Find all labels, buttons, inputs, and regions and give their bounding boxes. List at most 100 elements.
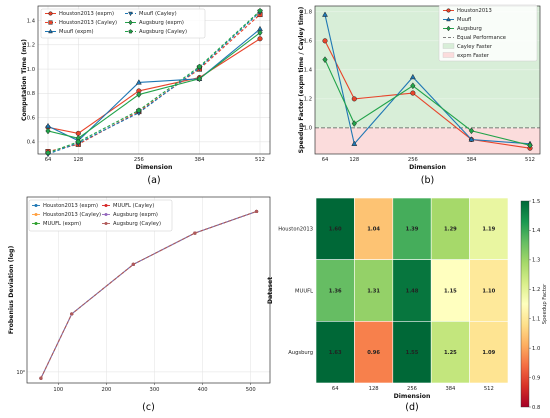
legend-box	[438, 4, 538, 62]
heatmap-cell	[469, 197, 509, 260]
y-axis-label: Computation Time (ms)	[21, 39, 28, 121]
cell-value-label: 1.60	[329, 227, 342, 233]
series-line	[40, 211, 257, 379]
data-point	[45, 127, 51, 135]
x-axis-label: Dimension	[409, 164, 446, 171]
series-group	[39, 209, 259, 380]
cell-value-label: 1.04	[367, 227, 380, 233]
y-tick-label: 1.0	[304, 126, 312, 132]
column-label: 384	[445, 386, 456, 392]
data-point	[351, 96, 357, 102]
data-point	[136, 107, 142, 113]
series-line	[47, 11, 261, 155]
legend-marker	[48, 28, 53, 34]
series-line	[47, 28, 261, 142]
legend-label: Houston2013 (Cayley)	[59, 20, 117, 26]
x-tick-label: 384	[466, 157, 477, 163]
series-group	[45, 8, 263, 156]
legend-label: Houston2013	[457, 8, 492, 14]
legend-label: Equal Performance	[457, 35, 506, 41]
legend-swatch	[442, 43, 455, 49]
y-tick-label: 1.0	[27, 67, 35, 73]
y-tick-label: 1.4	[27, 18, 36, 24]
data-point	[193, 231, 197, 235]
y-tick-label: 1.2	[27, 43, 35, 49]
cell-value-label: 1.36	[329, 288, 342, 294]
legend-label: Muufl (expm)	[59, 29, 94, 35]
legend-label: Augsburg	[457, 26, 482, 32]
cell-value-label: 0.96	[367, 350, 380, 356]
data-point	[322, 11, 328, 17]
colorbar-tick-label: 1.3	[532, 258, 540, 264]
data-point	[409, 73, 416, 80]
legend-marker	[128, 29, 133, 34]
cell-value-label: 1.31	[367, 288, 380, 294]
legend-label: Muufl (Cayley)	[139, 11, 177, 17]
legend-box	[28, 199, 173, 232]
colorbar-tick-label: 0.8	[532, 405, 540, 411]
panel-caption: (d)	[405, 402, 418, 413]
expm-faster-region	[315, 127, 540, 154]
cell-value-label: 1.63	[329, 350, 342, 356]
data-point	[410, 90, 416, 96]
series-line	[40, 211, 257, 379]
heatmap-cell	[315, 259, 355, 322]
y-tick-label: 1.2	[304, 97, 312, 103]
y-tick-label: 10⁰	[16, 370, 25, 376]
heatmap-cell	[430, 259, 470, 322]
cell-value-label: 1.48	[406, 288, 419, 294]
legend-marker	[104, 204, 108, 207]
y-tick-label: 0.4	[27, 140, 36, 146]
colorbar-tick-label: 1.4	[532, 228, 541, 234]
x-tick-label: 300	[150, 387, 160, 393]
x-axis-label: Dimension	[136, 164, 173, 171]
series-line	[47, 32, 261, 139]
series-group	[39, 209, 259, 380]
legend-label: MUUFL (expm)	[43, 221, 81, 227]
data-point	[39, 376, 43, 380]
data-point	[468, 136, 475, 142]
series-group	[39, 209, 259, 380]
series-line	[40, 211, 257, 379]
x-tick-label: 500	[246, 387, 256, 393]
data-point	[257, 36, 263, 42]
series-group	[322, 56, 533, 149]
series-group	[45, 29, 263, 142]
heatmap-cell	[430, 321, 470, 384]
legend-marker	[128, 19, 133, 26]
legend-label: Houston2013 (Cayley)	[43, 212, 101, 218]
data-point	[527, 141, 533, 149]
x-tick-label: 200	[101, 387, 111, 393]
legend-marker	[48, 20, 53, 25]
data-point	[257, 8, 263, 14]
legend-marker	[104, 213, 108, 216]
data-point	[135, 79, 142, 85]
legend-marker	[446, 8, 451, 13]
colorbar-tick-label: 1.0	[532, 346, 540, 352]
legend-label: MUUFL (Cayley)	[113, 203, 154, 209]
legend-marker	[104, 222, 108, 225]
legend-label: Cayley Faster	[457, 44, 493, 50]
series-line	[47, 38, 261, 134]
cell-value-label: 1.15	[444, 288, 457, 294]
column-label: 64	[332, 386, 339, 392]
legend-marker	[128, 11, 133, 17]
cell-value-label: 1.55	[406, 350, 419, 356]
heatmap-cell	[392, 321, 432, 384]
column-label: 512	[484, 386, 494, 392]
y-tick-label: 1.4	[304, 68, 313, 74]
heatmap-cell	[354, 321, 394, 384]
colorbar-tick-label: 1.1	[532, 317, 540, 323]
legend-label: Houston2013 (expm)	[43, 203, 98, 209]
y-axis-label: Speedup Factor (expm time / Cayley time)	[298, 6, 305, 153]
legend-marker	[446, 16, 451, 22]
data-point	[468, 127, 475, 135]
colorbar-tick-label: 1.5	[532, 199, 540, 205]
data-point	[196, 63, 203, 69]
plot-frame	[314, 5, 541, 155]
series-line	[40, 211, 257, 379]
data-point	[257, 29, 263, 37]
x-tick-label: 384	[194, 157, 205, 163]
data-point	[131, 262, 135, 267]
